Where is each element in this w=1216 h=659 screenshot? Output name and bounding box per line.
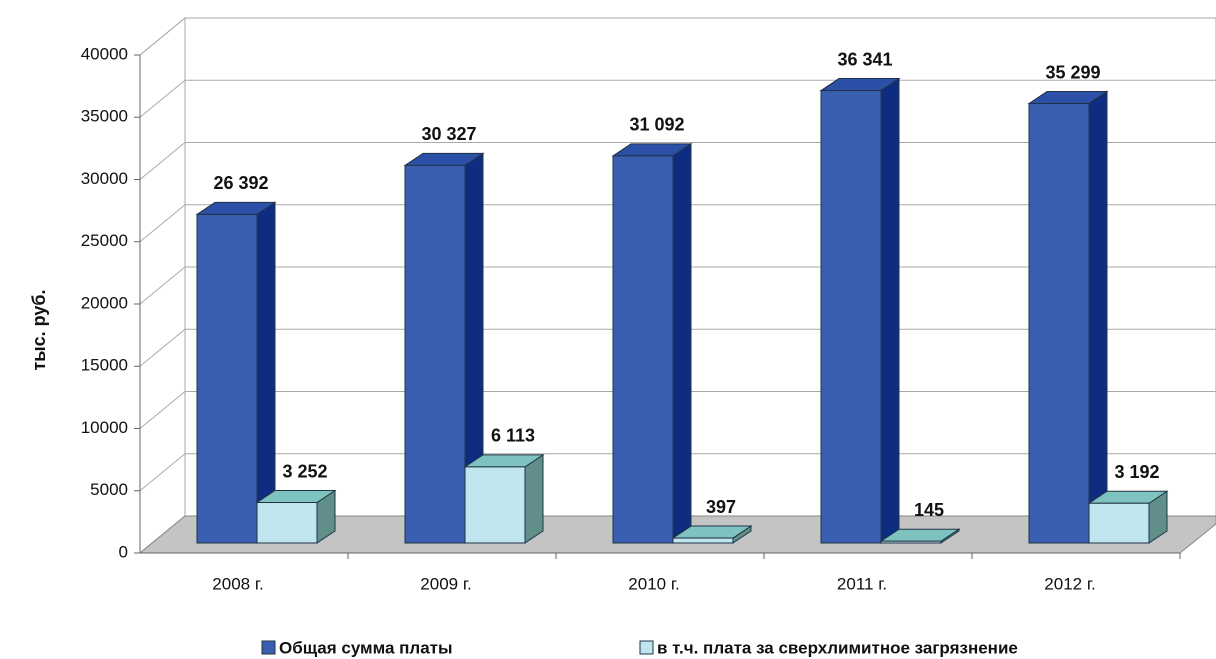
data-label: 30 327 [421,124,476,144]
grid-line [139,17,186,56]
x-tick-label: 2011 г. [837,574,887,593]
data-label: 35 299 [1045,62,1100,82]
bar [880,540,942,544]
grid-line [139,328,186,367]
x-tick-label: 2009 г. [420,574,471,593]
legend-label: Общая сумма платы [279,638,453,657]
y-tick-label: 30000 [81,169,128,188]
bar-side [880,77,900,544]
bar [464,466,526,544]
legend-swatch [639,640,654,655]
y-axis-label: тыс. руб. [29,289,49,370]
y-tick-label: 5000 [90,480,128,499]
bar [404,164,466,544]
bar [256,502,318,544]
data-label: 145 [914,500,944,520]
data-label: 26 392 [213,173,268,193]
bar [196,213,258,544]
grid-line [139,142,186,180]
grid-line [139,391,186,429]
grid-line [139,204,186,243]
data-label: 397 [706,497,736,517]
x-tick-label: 2010 г. [628,574,679,593]
y-tick-label: 20000 [81,293,128,312]
legend-label: в т.ч. плата за сверхлимитное загрязнени… [657,638,1018,657]
legend-swatch [261,640,276,655]
data-label: 6 113 [491,426,535,446]
data-label: 3 192 [1114,462,1159,482]
bar [1028,103,1090,544]
bar [820,90,882,544]
bar [1088,502,1150,544]
grid-line [139,266,186,305]
x-tick-label: 2008 г. [212,574,263,593]
bar [612,155,674,544]
grid-line [139,79,186,118]
data-label: 3 252 [282,461,327,481]
bar [672,537,734,544]
bar-side [524,453,544,544]
y-tick-label: 40000 [81,44,128,63]
y-tick-label: 25000 [81,231,128,250]
x-tick-label: 2012 г. [1044,574,1095,593]
y-tick-label: 15000 [81,356,128,375]
bar-side [1088,90,1108,544]
y-tick-label: 10000 [81,418,128,437]
data-label: 31 092 [629,115,684,135]
y-tick-label: 35000 [81,107,128,126]
y-tick-label: 0 [119,542,128,561]
grid-line [139,453,186,492]
data-label: 36 341 [837,49,892,69]
bar-side [672,142,692,544]
